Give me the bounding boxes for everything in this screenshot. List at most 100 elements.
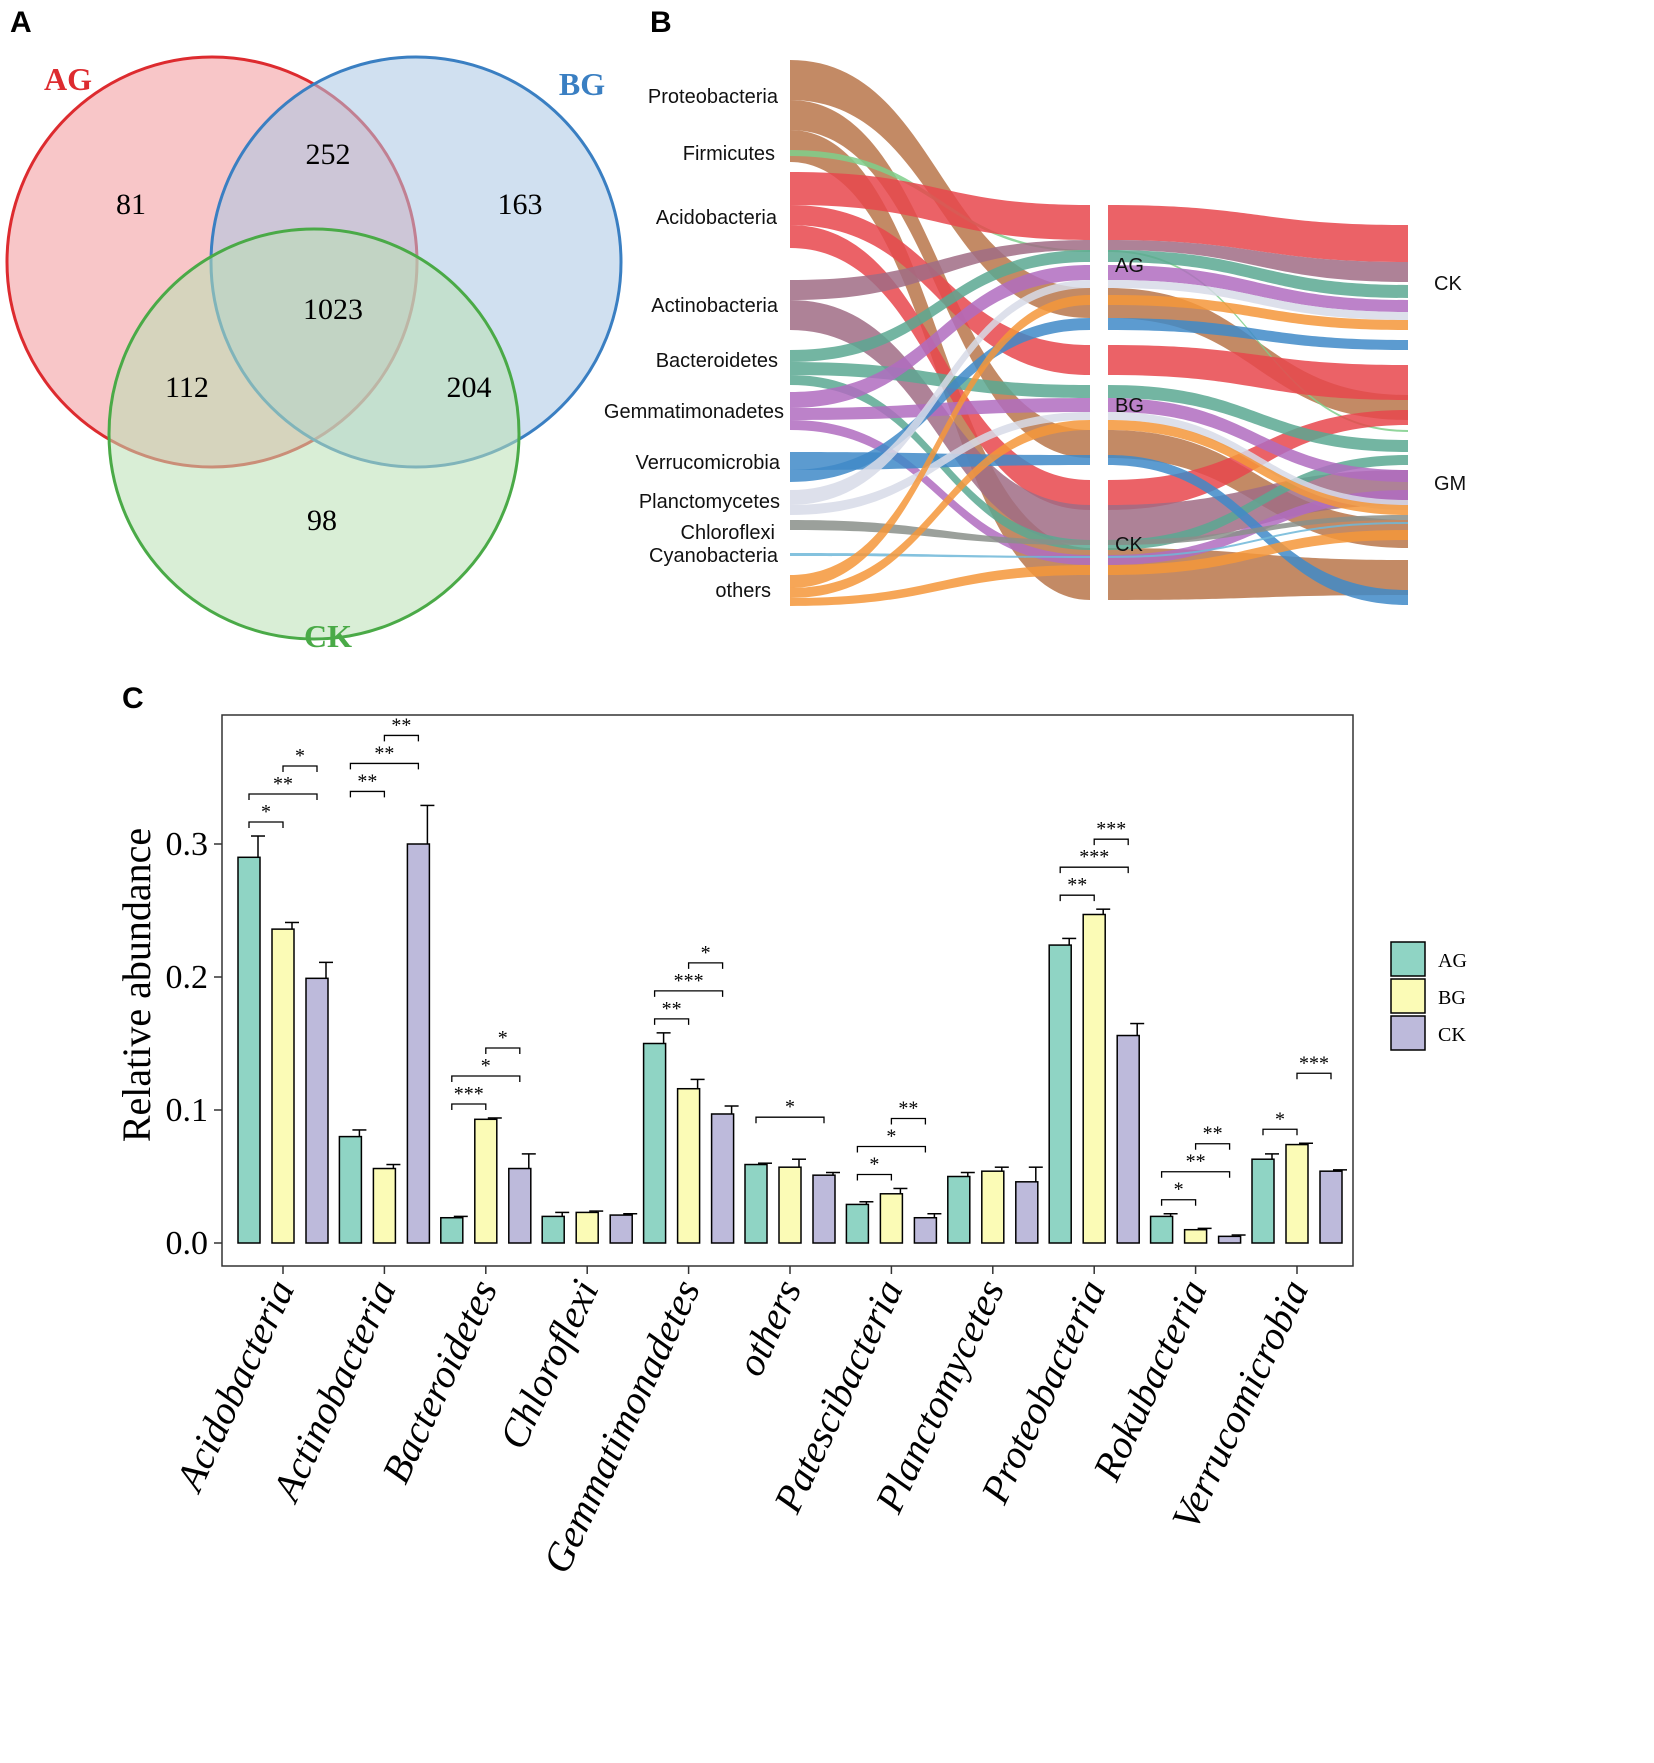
sig-label-actinobacteria-bg-ck: ** xyxy=(391,714,411,736)
plot-frame xyxy=(221,714,1354,1267)
sankey-label-planctomycetes: Planctomycetes xyxy=(639,491,780,513)
sig-label-bacteroidetes-ag-bg: *** xyxy=(454,1083,484,1105)
sankey-label-firmicutes: Firmicutes xyxy=(683,143,775,165)
bar-bacteroidetes-ck xyxy=(508,1167,532,1244)
sig-label-proteobacteria-ag-bg: ** xyxy=(1067,874,1087,896)
panel-letter-a: A xyxy=(10,6,32,39)
sankey-ribbon-acidobacteria-left-4 xyxy=(790,172,1090,240)
sankey-ribbon-verrucomicrobia-left-16 xyxy=(790,318,1090,482)
sankey-group-ag: AG xyxy=(1115,255,1144,277)
sankey-links xyxy=(790,60,1408,606)
bar-actinobacteria-ck xyxy=(406,843,431,1244)
bar-others-bg xyxy=(778,1166,802,1244)
sig-label-rokubacteria-bg-ck: ** xyxy=(1203,1123,1223,1145)
panel-letter-b: B xyxy=(650,6,672,39)
sankey-ribbon-planctomycetes-right-17 xyxy=(1108,280,1408,320)
sankey-ribbon-cyanobacteria-right-20 xyxy=(1108,522,1408,558)
legend-swatch-bg xyxy=(1390,978,1426,1014)
sankey-label-acidobacteria: Acidobacteria xyxy=(656,207,778,229)
sankey-ribbon-others-left-23 xyxy=(790,565,1090,606)
bar-acidobacteria-ck xyxy=(305,977,329,1244)
bar-gemmatimonadetes-ag xyxy=(642,1042,667,1244)
sankey-ribbon-chloroflexi-right-19 xyxy=(1108,515,1408,545)
sig-label-acidobacteria-ag-ck: ** xyxy=(273,773,293,795)
x-tick-label-chloroflexi: Chloroflexi xyxy=(490,1273,607,1456)
bar-bacteroidetes-bg xyxy=(474,1118,498,1244)
bar-rokubacteria-ck xyxy=(1217,1235,1242,1244)
bar-others-ck xyxy=(812,1174,836,1244)
sankey-ribbon-chloroflexi-left-19 xyxy=(790,520,1090,545)
sig-bracket-acidobacteria-ag-ck xyxy=(248,793,318,801)
bar-verrucomicrobia-ck xyxy=(1319,1170,1343,1244)
sig-label-acidobacteria-bg-ck: * xyxy=(295,745,305,767)
sig-label-bacteroidetes-bg-ck: * xyxy=(498,1027,508,1049)
legend-label-ck: CK xyxy=(1438,1024,1466,1046)
sankey-ribbon-bacteroidetes-left-10 xyxy=(790,362,1090,398)
sankey-phylum-labels: Proteobacteria Firmicutes Acidobacteria … xyxy=(604,86,784,602)
bar-patescibacteria-ag xyxy=(845,1203,870,1244)
bar-actinobacteria-bg xyxy=(372,1167,397,1244)
sankey-ribbon-others-right-23 xyxy=(1108,530,1408,575)
bar-proteobacteria-ck xyxy=(1116,1034,1140,1244)
significance-brackets: ****************************************… xyxy=(248,714,1332,1206)
sig-bracket-gemmatimonadetes-bg-ck xyxy=(687,962,724,969)
sankey-ribbon-gemmatimonadetes-right-13 xyxy=(1108,398,1408,482)
venn-count-ag-bg: 252 xyxy=(306,138,351,171)
sig-bracket-proteobacteria-bg-ck xyxy=(1093,838,1129,846)
sankey-group-bg: BG xyxy=(1115,395,1144,417)
sig-label-gemmatimonadetes-ag-ck: *** xyxy=(674,970,704,992)
sankey-ribbon-verrucomicrobia-right-16 xyxy=(1108,318,1408,350)
legend-swatch-ag xyxy=(1390,941,1426,977)
sankey-ribbon-planctomycetes-left-18 xyxy=(790,412,1090,515)
sig-label-proteobacteria-ag-ck: *** xyxy=(1079,846,1109,868)
venn-count-all: 1023 xyxy=(303,293,363,326)
legend-label-bg: BG xyxy=(1438,987,1466,1009)
sankey-ribbon-bacteroidetes-left-9 xyxy=(790,250,1090,362)
sig-label-bacteroidetes-ag-ck: * xyxy=(481,1055,491,1077)
sankey-ribbon-bacteroidetes-right-9 xyxy=(1108,250,1408,298)
bar-bacteroidetes-ag xyxy=(440,1216,464,1244)
sankey-ribbon-acidobacteria-left-6 xyxy=(790,225,1090,510)
y-tick-label: 0.3 xyxy=(166,826,209,863)
sankey-ribbon-gemmatimonadetes-right-12 xyxy=(1108,265,1408,312)
bar-patescibacteria-ck xyxy=(913,1216,938,1244)
bar-others-ag xyxy=(744,1163,768,1244)
sig-bracket-actinobacteria-ag-bg xyxy=(349,790,386,798)
bar-gemmatimonadetes-ck xyxy=(710,1113,735,1244)
sig-label-proteobacteria-bg-ck: *** xyxy=(1096,818,1126,840)
y-axis: 0.0 0.1 0.2 0.3 xyxy=(166,826,222,1262)
legend-swatch-ck xyxy=(1390,1015,1426,1051)
sig-label-patescibacteria-ag-bg: * xyxy=(869,1153,879,1175)
sankey-ribbon-planctomycetes-right-18 xyxy=(1108,412,1408,510)
sankey-ribbon-gemmatimonadetes-left-14 xyxy=(790,420,1090,565)
sankey-ribbon-acidobacteria-right-5 xyxy=(1108,345,1408,400)
sankey-ribbon-bacteroidetes-right-11 xyxy=(1108,455,1408,550)
bar-chloroflexi-ag xyxy=(541,1215,565,1244)
venn-label-bg: BG xyxy=(559,66,605,102)
venn-count-bg-ck: 204 xyxy=(447,371,492,404)
sig-label-gemmatimonadetes-ag-bg: ** xyxy=(662,998,682,1020)
panel-letter-c: C xyxy=(122,682,144,715)
bar-planctomycetes-bg xyxy=(981,1170,1005,1244)
sankey-right-ck: CK xyxy=(1434,273,1462,295)
sig-bracket-actinobacteria-ag-ck xyxy=(349,762,420,770)
venn-count-ag-only: 81 xyxy=(116,188,146,221)
sig-label-gemmatimonadetes-bg-ck: * xyxy=(701,942,711,964)
venn-circle-ck xyxy=(107,227,521,641)
sig-bracket-acidobacteria-ag-bg xyxy=(248,821,284,829)
venn-count-ck-only: 98 xyxy=(307,504,337,537)
x-tick-label-others: others xyxy=(727,1273,810,1383)
bar-rokubacteria-ag xyxy=(1149,1215,1174,1244)
sankey-label-actinobacteria: Actinobacteria xyxy=(651,295,779,317)
x-axis-labels: AcidobacteriaActinobacteriaBacteroidetes… xyxy=(165,1266,1317,1580)
sig-bracket-bacteroidetes-ag-ck xyxy=(451,1075,521,1082)
panel-a-venn: A AG BG CK 81 163 98 252 112 204 1023 xyxy=(5,6,623,654)
venn-count-ag-ck: 112 xyxy=(165,371,209,404)
y-axis-title: Relative abundance xyxy=(114,828,159,1142)
sankey-label-chloroflexi: Chloroflexi xyxy=(681,522,775,544)
bar-patescibacteria-bg xyxy=(879,1193,904,1244)
sig-bracket-others-ag-ck xyxy=(755,1116,825,1124)
sankey-ribbon-actinobacteria-right-7 xyxy=(1108,240,1408,282)
bar-verrucomicrobia-bg xyxy=(1285,1143,1309,1244)
